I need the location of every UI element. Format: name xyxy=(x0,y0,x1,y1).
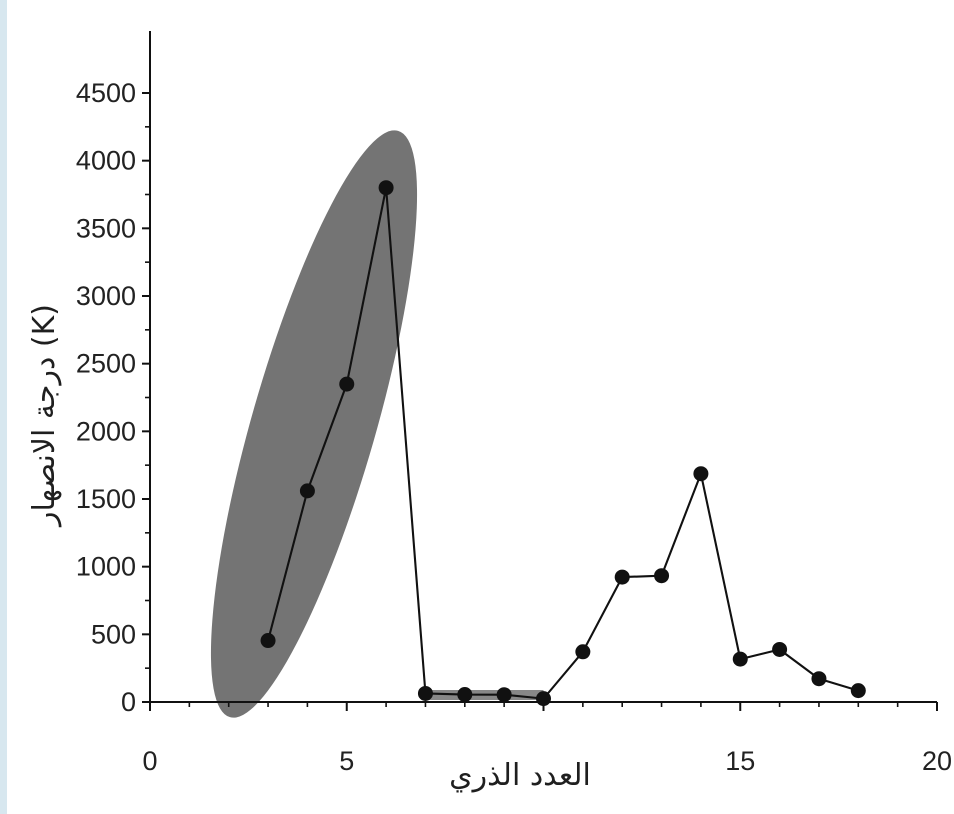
y-tick-label: 1500 xyxy=(76,484,136,514)
x-axis-title: العدد الذري xyxy=(449,758,591,793)
labels-layer: 0 500 1000 1500 2000 2500 3000 3500 4000 4500 0 5 15… xyxy=(76,78,952,776)
x-tick-label: 5 xyxy=(339,746,354,776)
data-point xyxy=(811,671,827,687)
data-point xyxy=(772,641,788,657)
highlight-layer xyxy=(210,130,544,718)
data-point xyxy=(732,651,748,667)
y-tick-label: 2500 xyxy=(76,349,136,379)
y-tick-label: 0 xyxy=(121,687,136,717)
series-line xyxy=(267,186,859,700)
y-tick-label: 4000 xyxy=(76,146,136,176)
highlight-ellipse xyxy=(210,130,418,718)
y-tick-label: 500 xyxy=(91,619,136,649)
y-axis-title: درجة الانصهار (K) xyxy=(27,304,62,528)
x-tick-label: 20 xyxy=(922,746,952,776)
x-tick-label: 0 xyxy=(142,746,157,776)
data-point xyxy=(496,687,512,703)
left-border xyxy=(0,0,7,814)
data-point xyxy=(457,687,473,703)
data-point xyxy=(850,683,866,699)
data-point xyxy=(417,685,433,701)
y-tick-label: 3500 xyxy=(76,213,136,243)
data-point xyxy=(378,180,394,196)
data-point xyxy=(654,568,670,584)
data-point xyxy=(575,644,591,660)
data-point xyxy=(339,376,355,392)
y-tick-label: 2000 xyxy=(76,416,136,446)
data-point xyxy=(260,633,276,649)
series-layer xyxy=(260,180,866,707)
y-tick-label: 1000 xyxy=(76,552,136,582)
x-tick-label: 15 xyxy=(725,746,755,776)
y-tick-label: 4500 xyxy=(76,78,136,108)
data-point xyxy=(299,483,315,499)
y-tick-label: 3000 xyxy=(76,281,136,311)
data-point xyxy=(614,569,630,585)
data-point xyxy=(536,691,551,707)
data-point xyxy=(693,466,709,482)
